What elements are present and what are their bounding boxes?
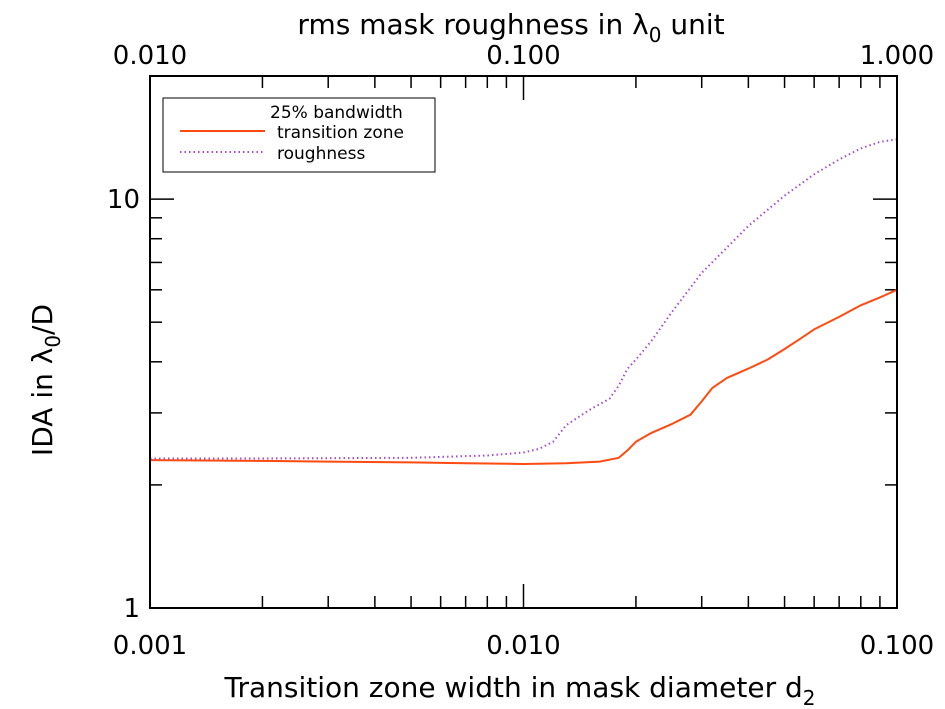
plot-frame bbox=[149, 75, 898, 609]
legend: 25% bandwidth transition zone roughness bbox=[162, 97, 436, 173]
x-tick-label: 0.100 bbox=[860, 631, 934, 661]
legend-label-roughness: roughness bbox=[277, 144, 365, 164]
x2-tick-label: 1.000 bbox=[860, 41, 934, 71]
x-tick-label: 0.001 bbox=[113, 631, 187, 661]
x2-axis-title: rms mask roughness in λ0 unit bbox=[297, 8, 724, 47]
y-axis-title: IDA in λ0/D bbox=[26, 304, 65, 456]
x2-tick-label: 0.100 bbox=[486, 41, 560, 71]
x2-tick-label: 0.010 bbox=[113, 41, 187, 71]
legend-box bbox=[162, 97, 436, 173]
tick-labels: 0.001 0.010 0.100 0.010 0.100 1.000 1 10 bbox=[107, 41, 934, 661]
x-tick-label: 0.010 bbox=[486, 631, 560, 661]
y-tick-label: 10 bbox=[107, 185, 140, 215]
legend-header: 25% bandwidth bbox=[270, 103, 403, 123]
y-tick-label: 1 bbox=[123, 594, 140, 624]
legend-label-transition-zone: transition zone bbox=[277, 123, 404, 143]
series-line-transition-zone bbox=[149, 288, 898, 465]
series-lines bbox=[149, 138, 898, 465]
series-line-roughness bbox=[150, 138, 898, 460]
x-axis-title: Transition zone width in mask diameter d… bbox=[224, 671, 816, 709]
